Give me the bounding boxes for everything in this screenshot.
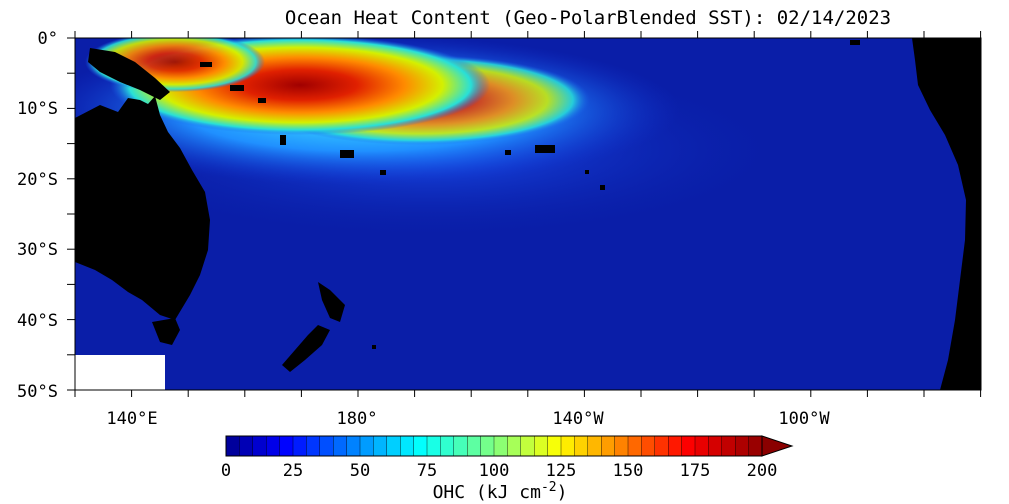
colorbar-swatch: [574, 435, 589, 457]
colorbar-swatch: [601, 435, 616, 457]
colorbar-swatch: [493, 435, 508, 457]
colorbar-swatch: [400, 435, 415, 457]
colorbar-swatch: [668, 435, 683, 457]
colorbar-tick-150: 150: [613, 461, 644, 481]
colorbar-swatch: [319, 435, 334, 457]
colorbar-swatch: [279, 435, 294, 457]
colorbar-swatch: [252, 435, 267, 457]
colorbar-swatch: [386, 435, 401, 457]
colorbar-swatch: [641, 435, 656, 457]
pacific-islands: [200, 40, 860, 349]
tasmania-landmass: [152, 318, 180, 345]
new-guinea-landmass: [88, 48, 170, 100]
colorbar-swatch: [453, 435, 468, 457]
new-zealand-north-landmass: [318, 282, 345, 322]
colorbar-swatch: [614, 435, 629, 457]
colorbar-swatch: [627, 435, 642, 457]
colorbar-swatch: [560, 435, 575, 457]
colorbar-swatch: [654, 435, 669, 457]
colorbar-swatch: [346, 435, 361, 457]
colorbar-swatch: [359, 435, 374, 457]
lon-label-100w: 100°W: [778, 409, 830, 429]
colorbar-tick-75: 75: [417, 461, 437, 481]
colorbar-swatch: [225, 435, 240, 457]
australia-landmass: [75, 96, 210, 320]
colorbar-swatch: [735, 435, 750, 457]
colorbar-swatch: [467, 435, 482, 457]
missing-data-block: [75, 355, 165, 390]
lat-label-10s: 10°S: [17, 99, 58, 119]
colorbar-ticks: 0 25 50 75 100 125 150 175 200: [221, 461, 777, 481]
colorbar-swatch: [507, 435, 522, 457]
colorbar-swatch: [413, 435, 428, 457]
colorbar-tick-50: 50: [350, 461, 370, 481]
colorbar-swatch: [694, 435, 709, 457]
colorbar-swatch: [266, 435, 281, 457]
map-title: Ocean Heat Content (Geo-PolarBlended SST…: [285, 7, 891, 29]
colorbar-tick-125: 125: [546, 461, 577, 481]
colorbar: [225, 435, 794, 457]
colorbar-swatch: [373, 435, 388, 457]
colorbar-tick-200: 200: [747, 461, 778, 481]
colorbar-frame: [225, 435, 763, 457]
colorbar-swatch: [748, 435, 763, 457]
colorbar-swatch: [333, 435, 348, 457]
lon-label-140w: 140°W: [552, 409, 604, 429]
colorbar-swatches: [225, 435, 763, 457]
lon-label-140e: 140°E: [106, 409, 157, 429]
new-zealand-south-landmass: [282, 325, 330, 372]
colorbar-tick-0: 0: [221, 461, 231, 481]
colorbar-swatch: [520, 435, 535, 457]
south-america-landmass: [912, 38, 981, 390]
map-panel: [75, 38, 981, 390]
colorbar-swatch: [681, 435, 696, 457]
colorbar-tick-100: 100: [479, 461, 510, 481]
colorbar-swatch: [440, 435, 455, 457]
colorbar-tick-175: 175: [680, 461, 711, 481]
colorbar-overflow-arrow: [761, 435, 794, 457]
lat-label-50s: 50°S: [17, 382, 58, 402]
colorbar-tick-25: 25: [283, 461, 303, 481]
colorbar-swatch: [547, 435, 562, 457]
colorbar-swatch: [292, 435, 307, 457]
colorbar-swatch: [708, 435, 723, 457]
colorbar-swatch: [426, 435, 441, 457]
lon-label-180: 180°: [337, 409, 378, 429]
colorbar-swatch: [721, 435, 736, 457]
lat-label-0: 0°: [38, 29, 58, 49]
lat-label-40s: 40°S: [17, 311, 58, 331]
map-tick-marks: [67, 31, 982, 397]
colorbar-swatch: [239, 435, 254, 457]
colorbar-swatch: [587, 435, 602, 457]
colorbar-swatch: [534, 435, 549, 457]
colorbar-swatch: [480, 435, 495, 457]
colorbar-swatch: [306, 435, 321, 457]
lat-label-20s: 20°S: [17, 170, 58, 190]
lat-label-30s: 30°S: [17, 240, 58, 260]
colorbar-unit-label: OHC (kJ cm-2): [433, 480, 568, 503]
